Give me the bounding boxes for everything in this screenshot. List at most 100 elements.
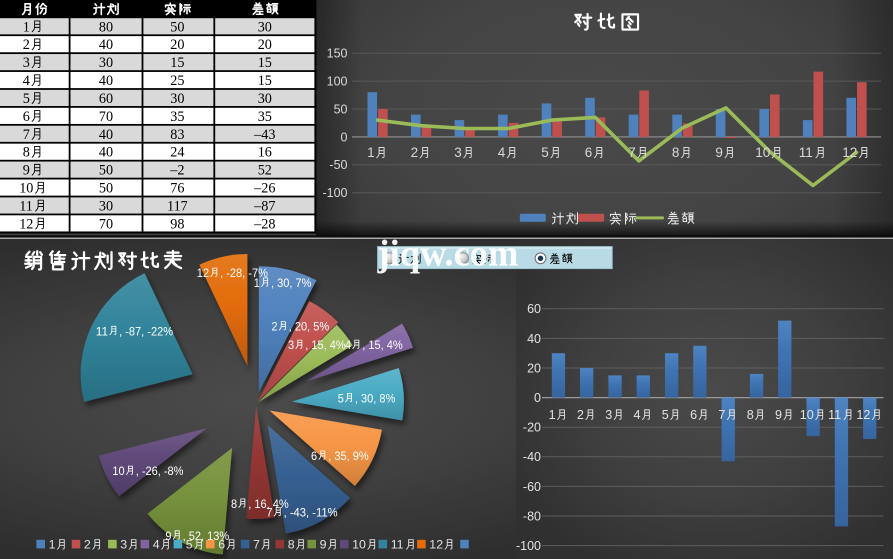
svg-text:10: 10: [352, 538, 366, 552]
svg-text:7: 7: [266, 506, 272, 520]
svg-text:, 15, 4%: , 15, 4%: [362, 338, 403, 352]
svg-text:, -43, -11%: , -43, -11%: [284, 506, 338, 520]
svg-text:60: 60: [527, 302, 541, 316]
svg-text:20: 20: [170, 37, 184, 53]
svg-text:-40: -40: [523, 450, 541, 464]
svg-text:jiqw.com: jiqw.com: [377, 233, 519, 274]
svg-text:4: 4: [23, 73, 30, 89]
svg-text:50: 50: [99, 181, 113, 197]
svg-text:6: 6: [690, 408, 697, 422]
svg-text:4: 4: [153, 538, 160, 552]
svg-text:7: 7: [253, 538, 260, 552]
svg-text:24: 24: [170, 145, 184, 161]
svg-text:, 15, 4%: , 15, 4%: [305, 338, 346, 352]
svg-text:30: 30: [258, 91, 272, 107]
svg-text:, 30, 7%: , 30, 7%: [271, 276, 312, 290]
svg-text:11: 11: [96, 324, 108, 338]
svg-text:, 20, 5%: , 20, 5%: [289, 320, 330, 334]
svg-text:, 16, 4%: , 16, 4%: [248, 497, 289, 511]
svg-text:60: 60: [99, 91, 113, 107]
svg-text:–2: –2: [169, 163, 184, 179]
svg-text:30: 30: [99, 199, 113, 215]
svg-text:–87: –87: [253, 199, 275, 215]
svg-text:11: 11: [19, 199, 33, 215]
svg-text:10: 10: [755, 145, 770, 160]
svg-text:9: 9: [320, 538, 327, 552]
svg-text:0: 0: [341, 130, 348, 144]
svg-text:, -28, -7%: , -28, -7%: [220, 266, 268, 280]
svg-text:5: 5: [186, 538, 193, 552]
svg-text:50: 50: [170, 19, 184, 35]
svg-text:7: 7: [23, 127, 30, 143]
svg-text:98: 98: [170, 216, 184, 232]
svg-text:15: 15: [258, 73, 272, 89]
svg-text:5: 5: [541, 145, 549, 160]
svg-text:12: 12: [197, 266, 209, 280]
svg-text:50: 50: [334, 102, 348, 116]
svg-text:8: 8: [288, 538, 295, 552]
svg-text:2: 2: [84, 538, 91, 552]
svg-text:9: 9: [23, 163, 30, 179]
svg-text:3: 3: [454, 145, 462, 160]
svg-text:3: 3: [288, 338, 294, 352]
svg-text:1: 1: [49, 538, 56, 552]
svg-text:3: 3: [120, 538, 127, 552]
svg-text:5: 5: [23, 91, 30, 107]
svg-text:117: 117: [167, 199, 188, 215]
svg-text:11: 11: [828, 408, 841, 422]
svg-text:70: 70: [99, 216, 113, 232]
svg-text:35: 35: [170, 109, 184, 125]
svg-text:-100: -100: [322, 186, 347, 200]
svg-text:30: 30: [99, 55, 113, 71]
svg-text:–43: –43: [253, 127, 275, 143]
svg-text:30: 30: [170, 91, 184, 107]
svg-text:20: 20: [258, 37, 272, 53]
svg-text:6: 6: [311, 449, 317, 463]
svg-text:35: 35: [258, 109, 272, 125]
svg-text:2: 2: [577, 408, 584, 422]
svg-text:2: 2: [411, 145, 419, 160]
svg-text:80: 80: [99, 19, 113, 35]
svg-text:2: 2: [272, 320, 278, 334]
svg-text:8: 8: [231, 497, 237, 511]
svg-text:0: 0: [534, 391, 541, 405]
svg-text:, 52, 13%: , 52, 13%: [183, 529, 230, 543]
svg-text:6: 6: [218, 538, 225, 552]
svg-text:-80: -80: [523, 509, 541, 523]
svg-text:12: 12: [842, 145, 857, 160]
svg-text:4: 4: [498, 145, 506, 160]
svg-text:1: 1: [367, 145, 375, 160]
svg-text:, 30, 8%: , 30, 8%: [355, 392, 396, 406]
svg-text:20: 20: [527, 361, 541, 375]
svg-text:3: 3: [605, 408, 612, 422]
svg-text:9: 9: [165, 529, 171, 543]
svg-text:16: 16: [258, 145, 272, 161]
svg-text:, -26, -8%: , -26, -8%: [136, 464, 184, 478]
svg-text:12: 12: [19, 216, 33, 232]
svg-text:–26: –26: [253, 181, 275, 197]
svg-text:-100: -100: [516, 539, 541, 553]
svg-text:1: 1: [254, 276, 260, 290]
svg-text:40: 40: [527, 332, 541, 346]
svg-text:150: 150: [327, 47, 348, 61]
svg-text:11: 11: [799, 145, 813, 160]
svg-text:, -87, -22%: , -87, -22%: [119, 324, 173, 338]
svg-text:7: 7: [718, 408, 725, 422]
svg-text:83: 83: [170, 127, 184, 143]
svg-text:8: 8: [23, 145, 30, 161]
svg-text:30: 30: [258, 19, 272, 35]
svg-text:40: 40: [99, 73, 113, 89]
svg-text:52: 52: [258, 163, 272, 179]
svg-text:-50: -50: [329, 158, 347, 172]
svg-text:25: 25: [170, 73, 184, 89]
svg-text:10: 10: [800, 408, 814, 422]
svg-text:-60: -60: [523, 480, 541, 494]
svg-text:12: 12: [429, 538, 443, 552]
svg-text:9: 9: [775, 408, 782, 422]
svg-text:1: 1: [23, 19, 30, 35]
svg-text:8: 8: [747, 408, 754, 422]
svg-text:6: 6: [23, 109, 30, 125]
svg-text:5: 5: [662, 408, 669, 422]
svg-text:40: 40: [99, 127, 113, 143]
svg-text:10: 10: [112, 464, 124, 478]
